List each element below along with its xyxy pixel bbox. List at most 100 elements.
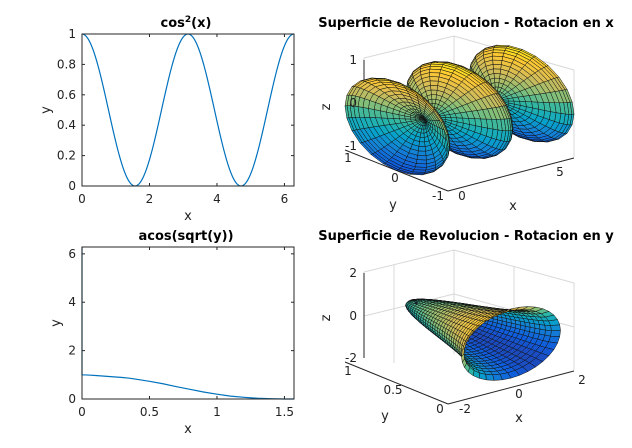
surface-patch-x [429, 68, 442, 74]
surface-patch-x [429, 72, 441, 78]
z-tick-label: -1 [345, 139, 357, 153]
surface-patch-x [431, 94, 437, 100]
surface-patch-x [493, 68, 501, 74]
plot-area-cos2 [81, 33, 295, 187]
axes-box-cos2 [81, 33, 295, 187]
y-tick-label: 0.5 [383, 383, 402, 397]
y-tick-label: 0 [68, 392, 76, 406]
series-line-cos2 [81, 33, 295, 187]
y-tick-label: 6 [68, 247, 76, 261]
z-axis-label-surface-x: z [319, 103, 334, 110]
surface-patch-x [492, 52, 505, 57]
surface-patch-y [405, 304, 408, 309]
z-tick-label: 1 [349, 53, 357, 67]
chart-title-cos2: cos2(x) [161, 15, 212, 31]
y-axis-label-surface-x: y [389, 198, 397, 213]
subplot-surface-y: Superficie de Revolucion - Rotacion en y… [318, 229, 614, 426]
subplot-cos2: cos2(x) 0 2 4 6 0 0.2 0.4 0.6 0.8 1 x y [39, 15, 295, 224]
surface-patch-x [429, 76, 440, 82]
surface-patch-x [417, 150, 427, 156]
chart-title-surface-y: Superficie de Revolucion - Rotacion en y [318, 229, 614, 244]
surface-patch-x [418, 146, 426, 152]
axis-lines-surface-y [344, 273, 575, 405]
surface-patch-x [494, 77, 500, 84]
surface-patch-x [493, 73, 501, 79]
surface-x [344, 44, 575, 176]
y-tick-label: 0.4 [57, 118, 76, 132]
surface-patch-x [416, 155, 427, 161]
x-tick-label: 2 [146, 192, 154, 206]
y-tick-label: 0.2 [57, 149, 76, 163]
z-tick-label: -2 [345, 351, 357, 365]
surface-patch-x [492, 59, 503, 65]
y-tick-label: -1 [432, 189, 444, 203]
chart-title-surface-x: Superficie de Revolucion - Rotacion en x [318, 16, 614, 31]
surface-patch-x [471, 59, 478, 71]
y-tick-label: 2 [68, 344, 76, 358]
x-tick-label: 0 [78, 192, 86, 206]
y-tick-label: 0 [436, 402, 444, 416]
x-tick-label: 6 [281, 192, 289, 206]
surface-patch-y [544, 324, 552, 331]
surface-patch-x [423, 128, 427, 134]
ticks-acos: 0 0.5 1 1.5 0 2 4 6 [68, 247, 294, 419]
y-tick-label: 0 [68, 179, 76, 193]
surface-patch-x [418, 141, 426, 147]
z-tick-label: 0 [349, 96, 357, 110]
x-tick-label: 5 [556, 165, 564, 179]
y-tick-label: 1 [344, 151, 352, 165]
y-tick-label: 0.8 [57, 57, 76, 71]
y-tick-label: 1 [344, 364, 352, 378]
z-tick-label: 2 [349, 266, 357, 280]
axes-box-acos [81, 246, 295, 400]
y-tick-label: 0 [391, 171, 399, 185]
x-axis-label-cos2: x [184, 209, 192, 224]
x-tick-label: -2 [459, 402, 471, 416]
surface-patch-x [429, 80, 439, 86]
y-tick-label: 0.6 [57, 88, 76, 102]
surface-patch-y [461, 347, 465, 358]
x-axis-label-surface-y: x [515, 411, 523, 426]
surface-patch-x [492, 64, 502, 70]
x-tick-label: 0 [458, 189, 466, 203]
subplot-acos: acos(sqrt(y)) 0 0.5 1 1.5 0 2 4 6 x y [49, 229, 295, 437]
y-axis-label-acos: y [49, 319, 64, 327]
y-axis-label-surface-y: y [381, 409, 389, 424]
chart-title-acos: acos(sqrt(y)) [138, 229, 233, 244]
x-tick-label: 1 [213, 405, 221, 419]
surface-patch-x [409, 173, 425, 176]
x-tick-label: 0.5 [140, 405, 159, 419]
z-axis-label-surface-y: z [319, 314, 334, 321]
surface-patch-x [431, 98, 437, 104]
y-axis-label-cos2: y [39, 106, 54, 114]
x-axis-label-surface-x: x [509, 199, 517, 214]
plot-area-acos [81, 247, 294, 400]
ticks-surface-y: 2 0 -2 1 0.5 0 -2 0 2 [344, 266, 586, 416]
surface-patch-x [430, 85, 438, 91]
x-tick-label: 0 [78, 405, 86, 419]
ticks-cos2: 0 2 4 6 0 0.2 0.4 0.6 0.8 1 [57, 27, 294, 206]
surface-patch-x [415, 159, 427, 165]
series-line-acos [81, 247, 294, 400]
surface-patch-x [430, 89, 438, 96]
x-tick-label: 4 [213, 192, 221, 206]
surface-patch-x [492, 55, 504, 61]
surface-patch-x [419, 136, 425, 143]
y-tick-label: 1 [68, 27, 76, 41]
ticks-surface-x: 1 0 -1 1 0 -1 0 5 [344, 53, 564, 203]
surface-patch-y [539, 324, 546, 331]
y-tick-label: 4 [68, 295, 76, 309]
surface-patch-x [494, 82, 500, 88]
surface-patch-x [408, 76, 415, 88]
x-tick-label: 0 [515, 387, 523, 401]
surface-patch-x [346, 86, 355, 96]
surface-patch-y [550, 330, 561, 337]
z-tick-label: 0 [349, 309, 357, 323]
subplot-surface-x: Superficie de Revolucion - Rotacion en x… [318, 16, 614, 214]
x-tick-label: 1.5 [275, 405, 294, 419]
x-axis-label-acos: x [184, 422, 192, 437]
surface-y [405, 298, 561, 381]
x-tick-label: 2 [578, 373, 586, 387]
surface-patch-y [485, 374, 495, 381]
